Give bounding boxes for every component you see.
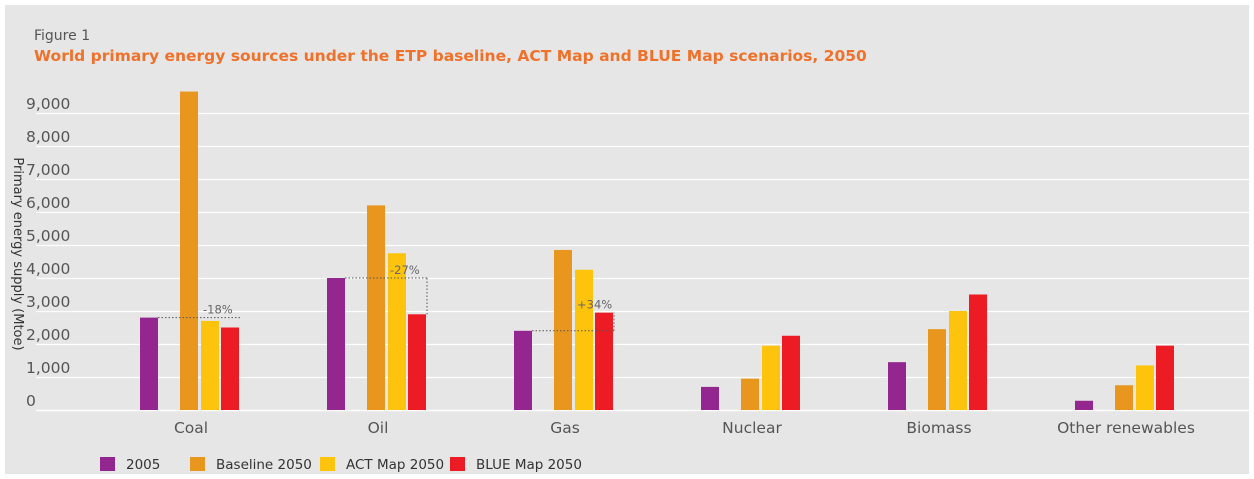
y-tick-label: 1,000 bbox=[26, 359, 70, 377]
legend-swatch bbox=[450, 457, 465, 471]
legend-label: Baseline 2050 bbox=[216, 457, 312, 473]
y-tick-label: 4,000 bbox=[26, 260, 70, 278]
x-tick-label: Other renewables bbox=[1057, 419, 1195, 437]
bar bbox=[221, 327, 239, 410]
legend-swatch bbox=[320, 457, 335, 471]
bar bbox=[554, 249, 572, 410]
bar bbox=[180, 91, 198, 411]
legend-swatch bbox=[190, 457, 205, 471]
bar bbox=[575, 269, 593, 410]
y-tick-label: 8,000 bbox=[26, 128, 70, 146]
bar bbox=[928, 329, 946, 410]
bar bbox=[1136, 365, 1154, 410]
bar bbox=[782, 335, 800, 410]
bar bbox=[327, 278, 345, 410]
x-axis-labels: Coal Oil Gas Nuclear Biomass Other renewables bbox=[174, 419, 1195, 437]
annotation-label: -18% bbox=[203, 303, 233, 317]
y-axis: 0 1,000 2,000 3,000 4,000 5,000 6,000 7,000 8,00… bbox=[26, 95, 70, 410]
bar bbox=[1156, 345, 1174, 410]
bar bbox=[595, 312, 613, 410]
legend-label: 2005 bbox=[126, 457, 160, 473]
bar bbox=[367, 205, 385, 410]
gridlines bbox=[36, 112, 1249, 412]
bar bbox=[408, 314, 426, 410]
legend-label: BLUE Map 2050 bbox=[476, 457, 582, 473]
x-tick-label: Gas bbox=[550, 419, 580, 437]
x-tick-label: Oil bbox=[368, 419, 389, 437]
bar bbox=[701, 386, 719, 410]
bar bbox=[1075, 400, 1093, 410]
y-tick-label: 0 bbox=[26, 392, 36, 410]
y-tick-label: 9,000 bbox=[26, 95, 70, 113]
legend: 2005 Baseline 2050 ACT Map 2050 BLUE Map 20… bbox=[100, 457, 582, 473]
y-tick-label: 3,000 bbox=[26, 293, 70, 311]
y-tick-label: 2,000 bbox=[26, 326, 70, 344]
bar bbox=[762, 345, 780, 410]
bar bbox=[969, 294, 987, 410]
x-tick-label: Coal bbox=[174, 419, 208, 437]
figure-label: Figure 1 bbox=[34, 28, 91, 44]
bar bbox=[514, 330, 532, 410]
bar bbox=[388, 253, 406, 410]
annotations: -18% -27% +34% bbox=[158, 263, 615, 332]
bar bbox=[741, 378, 759, 410]
legend-label: ACT Map 2050 bbox=[346, 457, 444, 473]
y-tick-label: 6,000 bbox=[26, 194, 70, 212]
annotation-label: +34% bbox=[577, 298, 612, 312]
bar bbox=[888, 362, 906, 410]
bars bbox=[140, 91, 1174, 411]
figure-title: World primary energy sources under the E… bbox=[34, 47, 867, 65]
bar bbox=[201, 320, 219, 410]
annotation-label: -27% bbox=[390, 263, 420, 277]
y-tick-label: 5,000 bbox=[26, 227, 70, 245]
y-tick-label: 7,000 bbox=[26, 161, 70, 179]
bar bbox=[1115, 385, 1133, 410]
legend-swatch bbox=[100, 457, 115, 471]
y-axis-title: Primary energy supply (Mtoe) bbox=[10, 157, 25, 350]
bar bbox=[949, 311, 967, 410]
x-tick-label: Biomass bbox=[906, 419, 971, 437]
x-tick-label: Nuclear bbox=[722, 419, 782, 437]
bar bbox=[140, 317, 158, 410]
